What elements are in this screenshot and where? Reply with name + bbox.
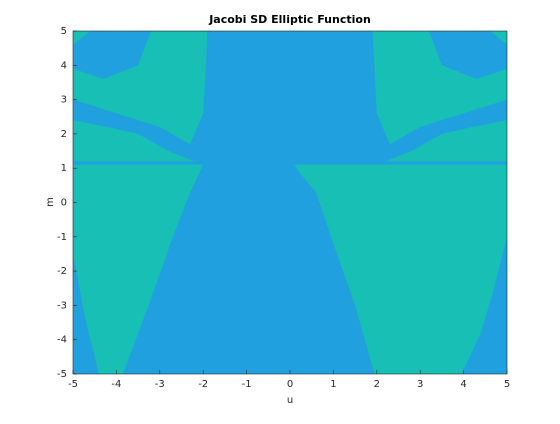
x-tick-label: -5	[68, 379, 78, 390]
y-tick-label: -1	[57, 232, 67, 243]
y-tick-label: 4	[61, 60, 67, 71]
y-tick-label: 0	[61, 198, 67, 209]
y-tick-label: -2	[57, 266, 67, 277]
x-tick-label: 2	[374, 379, 380, 390]
y-tick-label: 1	[61, 163, 67, 174]
contour-region	[489, 31, 507, 45]
x-tick-label: -2	[198, 379, 208, 390]
y-axis-label: m	[45, 197, 56, 207]
contour-region	[73, 164, 204, 374]
y-tick-label: 2	[61, 129, 67, 140]
x-tick-label: 4	[460, 379, 466, 390]
contour-region	[385, 120, 507, 162]
y-tick-label: -4	[57, 335, 67, 346]
x-axis-label: u	[287, 395, 293, 406]
contour-region	[73, 120, 195, 162]
x-tick-label: -3	[155, 379, 165, 390]
x-tick-label: 3	[417, 379, 423, 390]
y-tick-label: 5	[61, 26, 67, 37]
x-tick-label: 0	[287, 379, 293, 390]
x-tick-label: 5	[504, 379, 510, 390]
contour-region	[73, 31, 208, 145]
x-tick-label: 1	[330, 379, 336, 390]
y-tick-label: -5	[57, 369, 67, 380]
x-tick-label: -1	[242, 379, 252, 390]
chart-title: Jacobi SD Elliptic Function	[208, 13, 371, 26]
y-tick-label: -3	[57, 300, 67, 311]
contour-region	[372, 31, 507, 145]
x-tick-label: -4	[111, 379, 121, 390]
contour-region	[294, 164, 507, 374]
y-tick-label: 3	[61, 95, 67, 106]
contour-region	[73, 31, 91, 45]
